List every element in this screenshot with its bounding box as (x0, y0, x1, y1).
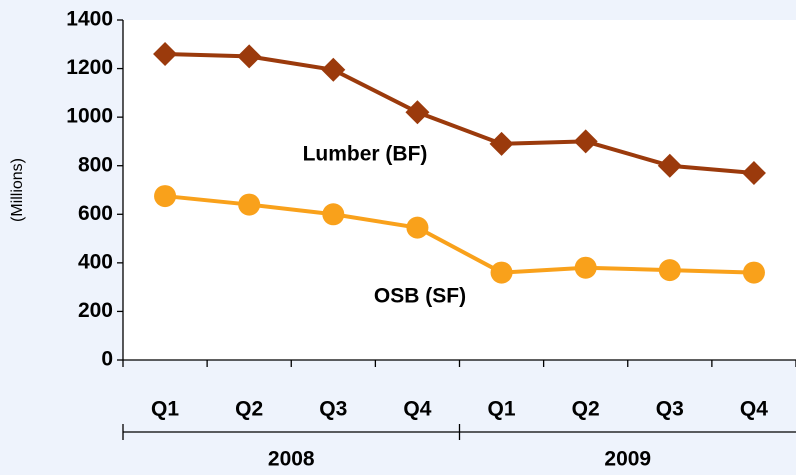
x-tick-label: Q1 (488, 398, 516, 421)
x-tick-label: Q2 (572, 398, 600, 421)
series-line (164, 194, 754, 275)
y-tick-label: 1200 (66, 56, 113, 79)
marker (322, 203, 345, 226)
marker (490, 261, 513, 284)
y-axis-label: (Millions) (9, 158, 26, 222)
group-label: 2008 (268, 448, 315, 471)
x-tick-label: Q4 (740, 398, 768, 421)
marker (573, 129, 598, 154)
marker (742, 261, 765, 284)
y-tick-label: 800 (78, 153, 113, 176)
marker (238, 193, 261, 216)
series-label: OSB (SF) (374, 285, 466, 308)
x-tick-label: Q4 (403, 398, 431, 421)
marker (154, 185, 177, 208)
series-line (165, 52, 755, 175)
series-label: Lumber (BF) (303, 143, 428, 166)
x-tick-label: Q3 (319, 398, 347, 421)
y-tick-label: 200 (78, 299, 113, 322)
marker (489, 131, 514, 156)
marker (406, 216, 429, 239)
marker (741, 161, 766, 185)
marker (237, 44, 262, 69)
group-label: 2009 (604, 448, 651, 471)
plot-area (123, 20, 796, 360)
marker (658, 259, 681, 282)
marker (657, 153, 682, 178)
y-tick-label: 400 (78, 250, 113, 273)
marker (574, 256, 597, 279)
y-tick-label: 600 (78, 202, 113, 225)
x-tick-label: Q3 (656, 398, 684, 421)
y-tick-label: 0 (101, 348, 113, 371)
x-tick-label: Q2 (235, 398, 263, 421)
marker (405, 100, 430, 125)
x-tick-label: Q1 (151, 398, 179, 421)
marker (153, 42, 178, 66)
marker (321, 57, 346, 82)
y-tick-label: 1000 (66, 105, 113, 128)
y-tick-label: 1400 (66, 8, 113, 31)
